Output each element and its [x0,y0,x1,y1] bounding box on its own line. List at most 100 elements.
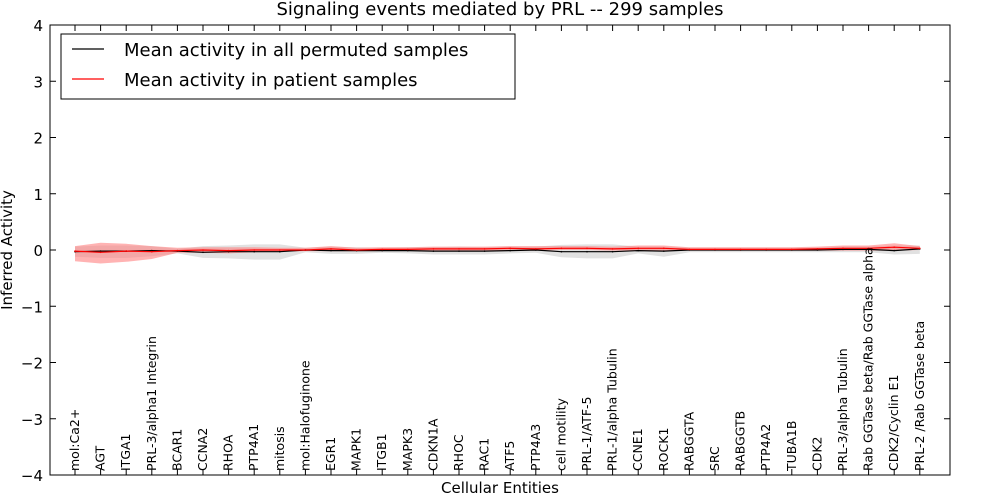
y-axis-label: Inferred Activity [0,190,16,310]
data-point-permuted [151,249,153,252]
data-point-patient [893,246,895,248]
x-tick-label: CCNE1 [630,428,645,471]
data-point-permuted [586,250,588,253]
data-point-permuted [509,249,512,252]
data-point-permuted [663,250,665,252]
y-tick-label: −4 [21,467,43,485]
x-tick-label: ATF5 [502,441,517,471]
data-point-patient [202,249,204,251]
x-tick-label: PTP4A1 [246,424,261,471]
confidence-bands [75,242,920,264]
data-point-permuted [330,249,332,252]
data-point-permuted [867,248,870,251]
y-tick-label: −3 [21,411,43,429]
data-point-patient [304,249,307,251]
data-point-patient [611,248,614,250]
x-tick-label: AGT [93,445,108,471]
data-point-permuted [535,249,537,251]
x-axis-label: Cellular Entities [441,479,559,497]
y-tick-label: 0 [33,242,43,260]
x-tick-label: MAPK3 [400,428,415,471]
data-point-permuted [99,250,102,252]
legend-box [60,33,516,100]
data-point-permuted [381,249,384,252]
data-point-permuted [279,250,281,253]
data-point-permuted [202,251,204,254]
data-point-permuted [432,250,435,252]
data-point-patient [842,247,844,250]
x-tick-label: PRL-2 /Rab GGTase beta [912,321,927,471]
x-tick-label: ITGA1 [118,433,133,471]
data-point-patient [535,248,537,250]
data-point-patient [867,247,870,250]
x-tick-label: RHOA [221,434,236,471]
data-point-patient [714,248,716,251]
data-point-patient [381,248,384,251]
data-point-patient [432,248,435,250]
data-point-patient [663,247,665,250]
x-tick-label: SRC [707,446,722,471]
x-tick-label: TUBA1B [784,421,799,472]
data-point-permuted [842,248,844,251]
data-point-patient [509,247,512,250]
data-point-patient [253,249,255,251]
data-point-patient [816,248,819,250]
data-point-patient [637,247,639,250]
data-point-patient [483,248,486,250]
x-tick-label: PRL-1/ATF-5 [579,396,594,471]
x-tick-label: RABGGTA [681,411,696,471]
legend-label-patient: Mean activity in patient samples [124,70,418,91]
data-point-patient [176,249,179,252]
data-point-patient [227,249,230,252]
x-tick-label: ROCK1 [656,428,671,471]
data-point-patient [407,248,409,251]
data-point-patient [586,247,588,250]
y-tick-label: 1 [33,186,43,204]
x-tick-label: RHOC [451,434,466,471]
data-point-permuted [227,250,230,253]
x-tick-label: CDKN1A [425,418,440,471]
plot-frame [49,24,951,476]
data-point-patient [151,250,153,253]
data-point-permuted [893,249,895,252]
x-tick-label: CCNA2 [195,428,210,471]
x-tick-label: mitosis [272,426,287,471]
y-tick-label: −1 [21,298,43,316]
x-tick-label: Rab GGTase beta/Rab GGTase alpha [861,247,876,471]
data-point-patient [355,249,358,251]
data-point-permuted [637,249,639,252]
x-tick-label: PTP4A3 [528,424,543,471]
data-point-patient [919,247,921,250]
data-point-patient [125,250,127,252]
x-tick-label: CDK2/Cyclin E1 [886,375,901,471]
data-point-patient [330,248,332,250]
y-tick-label: 4 [33,17,43,35]
x-tick-label: PRL-1/alpha Tubulin [605,348,620,471]
x-axis-ticks: mol:Ca2+ AGT ITGA1 PRL-3/alpha1 Integrin BCA… [67,25,927,475]
data-point-patient [99,251,102,254]
x-tick-label: PRL-3/alpha Tubulin [835,348,850,471]
x-tick-label: RABGGTB [733,411,748,471]
data-point-permuted [458,250,460,252]
x-tick-label: BCAR1 [169,429,184,471]
y-tick-label: 2 [33,130,43,148]
data-point-permuted [407,249,409,252]
data-point-patient [688,248,691,251]
legend: Mean activity in all permuted samples Me… [60,33,516,100]
data-point-patient [739,248,742,251]
data-point-permuted [483,250,486,252]
data-point-patient [765,248,767,251]
data-point-patient [458,248,460,250]
data-point-permuted [560,250,563,253]
data-point-permuted [816,249,819,251]
y-tick-label: 3 [33,73,43,91]
chart-title: Signaling events mediated by PRL -- 299 … [276,0,723,20]
x-tick-label: CDK2 [809,436,824,471]
x-tick-label: cell motility [553,397,568,471]
data-point-patient [279,249,281,251]
legend-label-permuted: Mean activity in all permuted samples [124,40,468,61]
x-tick-label: RAC1 [477,438,492,471]
x-tick-label: mol:Ca2+ [67,409,82,471]
data-point-permuted [253,250,255,253]
